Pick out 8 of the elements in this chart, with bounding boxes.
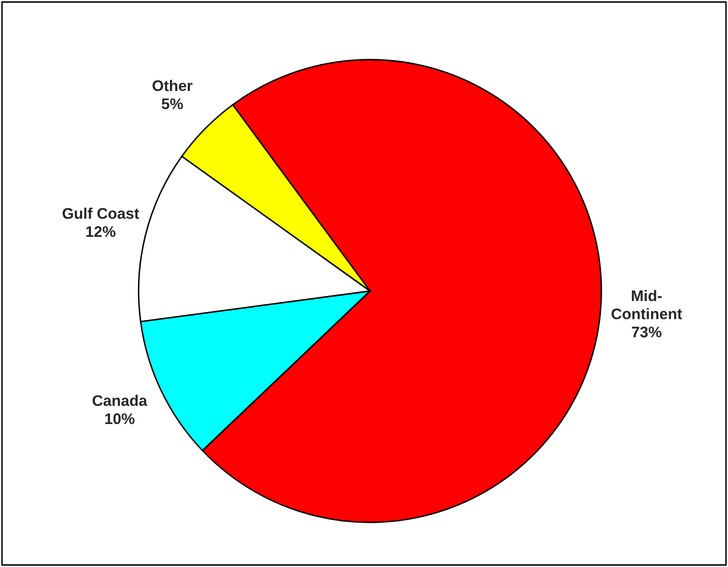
data-label: 10% — [105, 413, 134, 424]
slice-label: Mid-Continent — [612, 290, 682, 320]
data-label: 12% — [86, 226, 116, 237]
data-label: 5% — [162, 98, 183, 110]
slice-label: Gulf Coast — [62, 208, 140, 219]
slice-label: Other — [152, 80, 192, 92]
data-label: 73% — [632, 326, 662, 338]
slice-label: Canada — [92, 394, 148, 406]
